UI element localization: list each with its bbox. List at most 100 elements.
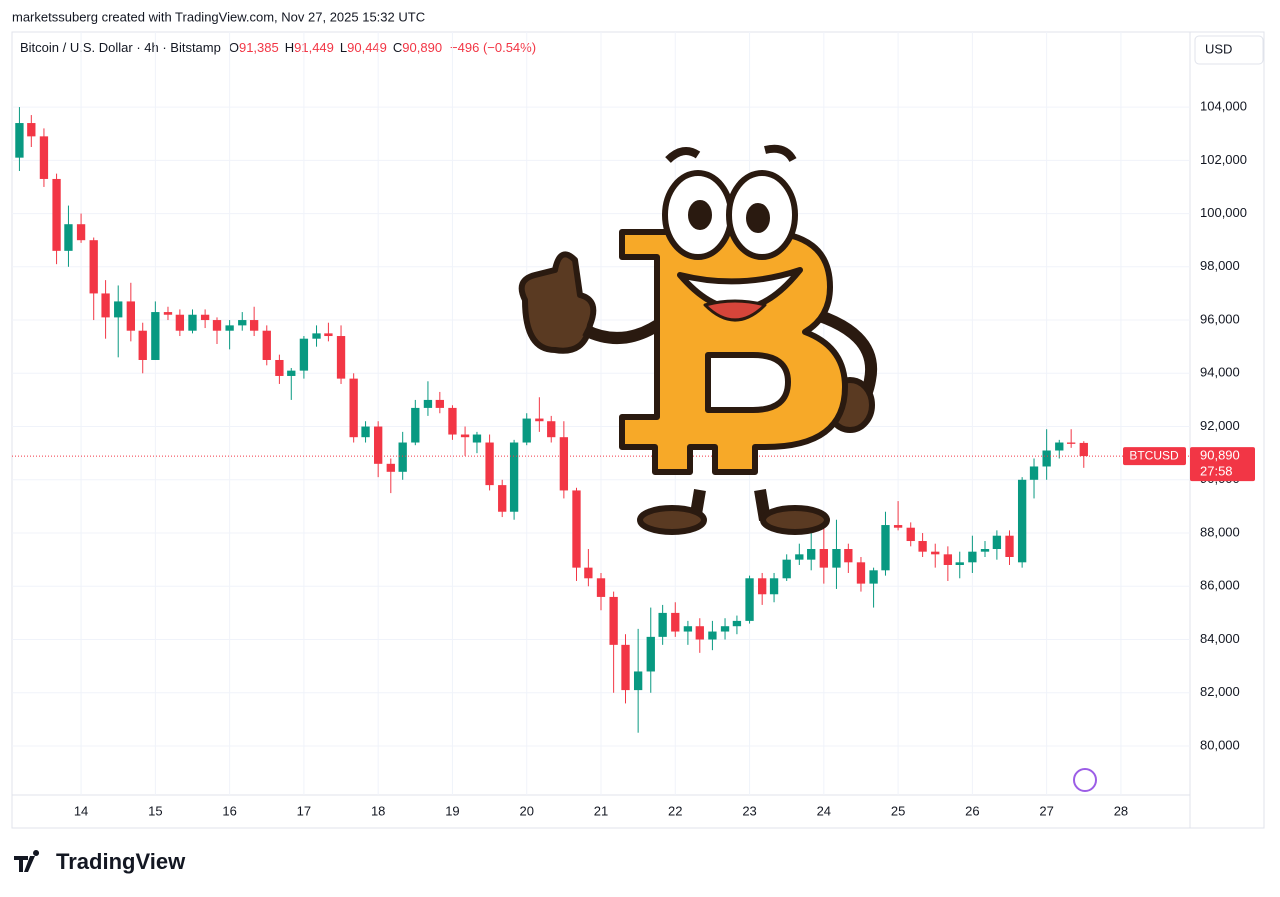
candle-body bbox=[931, 551, 940, 555]
candle-body bbox=[1017, 479, 1027, 563]
candle-body bbox=[819, 549, 828, 568]
thumb-hand bbox=[518, 251, 597, 354]
x-tick-label: 21 bbox=[594, 803, 608, 818]
candle-body bbox=[807, 549, 816, 560]
candle-body bbox=[39, 136, 49, 179]
candle-body bbox=[918, 541, 927, 552]
currency[interactable]: USD bbox=[1205, 41, 1232, 56]
y-tick-label: 94,000 bbox=[1200, 365, 1240, 380]
currency-button[interactable] bbox=[1194, 35, 1264, 65]
candle-body bbox=[188, 314, 197, 331]
candle-body bbox=[411, 407, 420, 443]
y-tick-label: 84,000 bbox=[1200, 631, 1240, 646]
candle-body bbox=[52, 178, 61, 251]
y-tick-label: 104,000 bbox=[1200, 99, 1247, 114]
candle-body bbox=[1042, 450, 1051, 467]
candle-body bbox=[1055, 442, 1064, 451]
open: 91,385 bbox=[239, 40, 279, 55]
right-pupil bbox=[746, 203, 770, 233]
plot: 80,00082,00084,00086,00088,00090,00092,0… bbox=[12, 32, 1255, 818]
price-tag bbox=[1190, 447, 1255, 482]
candle-body bbox=[720, 626, 730, 632]
candle-body bbox=[869, 570, 878, 584]
candle-body bbox=[212, 320, 222, 331]
bitcoin-body bbox=[619, 209, 848, 475]
mascot bbox=[518, 144, 878, 535]
candle-body bbox=[249, 320, 259, 331]
candle-body bbox=[992, 535, 1002, 550]
candle-body bbox=[658, 612, 667, 637]
candle-body bbox=[609, 596, 618, 645]
brand: TradingView bbox=[56, 849, 186, 874]
candle-body bbox=[621, 644, 630, 691]
candle-body bbox=[572, 490, 581, 568]
close: 90,890 bbox=[402, 40, 442, 55]
x-tick-label: 22 bbox=[668, 803, 682, 818]
candle-body bbox=[881, 525, 890, 571]
candle-body bbox=[238, 320, 247, 326]
candle-body bbox=[423, 399, 433, 408]
candle-body bbox=[89, 240, 98, 294]
candle-body bbox=[732, 620, 742, 627]
candle-body bbox=[287, 370, 296, 376]
candle-body bbox=[1079, 442, 1088, 457]
candle-body bbox=[547, 421, 556, 438]
left-pupil bbox=[688, 200, 712, 230]
candle-body bbox=[683, 626, 693, 632]
high: 91,449 bbox=[294, 40, 334, 55]
candle-body bbox=[795, 554, 804, 560]
countdown: 27:58 bbox=[1200, 464, 1233, 479]
candle-body bbox=[175, 314, 185, 331]
candle-body bbox=[695, 626, 704, 640]
candle-body bbox=[398, 442, 407, 472]
y-tick-label: 96,000 bbox=[1200, 311, 1240, 326]
candle-body bbox=[435, 399, 444, 408]
candle-body bbox=[758, 578, 767, 595]
b-hole bbox=[705, 352, 791, 413]
assistant-icon[interactable] bbox=[1073, 768, 1097, 792]
c-label: C bbox=[393, 40, 402, 55]
candle-body bbox=[299, 338, 309, 371]
candle-body bbox=[856, 562, 866, 584]
candle-body bbox=[200, 314, 210, 321]
h-label: H bbox=[285, 40, 294, 55]
change: −496 (−0.54%) bbox=[450, 40, 536, 55]
legend: Bitcoin / U.S. Dollar · 4h · Bitstamp O91… bbox=[20, 40, 536, 55]
chart-frame bbox=[11, 31, 1265, 829]
candle-body bbox=[769, 578, 779, 595]
x-tick-label: 17 bbox=[297, 803, 311, 818]
candle-body bbox=[336, 336, 346, 379]
candle-body bbox=[832, 549, 841, 568]
x-tick-label: 18 bbox=[371, 803, 385, 818]
candle-body bbox=[943, 554, 953, 565]
candle-body bbox=[893, 525, 903, 528]
x-tick-label: 15 bbox=[148, 803, 162, 818]
brand-logo bbox=[14, 850, 40, 872]
candle-body bbox=[64, 224, 73, 251]
candle-body bbox=[448, 407, 457, 435]
candle-body bbox=[76, 224, 86, 241]
x-tick-label: 16 bbox=[222, 803, 236, 818]
x-tick-label: 24 bbox=[817, 803, 831, 818]
candle-body bbox=[671, 612, 680, 632]
x-tick-label: 23 bbox=[742, 803, 756, 818]
low: 90,449 bbox=[347, 40, 387, 55]
x-tick-label: 19 bbox=[445, 803, 459, 818]
candle-body bbox=[262, 330, 271, 360]
y-tick-label: 100,000 bbox=[1200, 205, 1247, 220]
candle-body bbox=[126, 301, 135, 331]
credit: marketssuberg created with TradingView.c… bbox=[12, 9, 425, 24]
candle-body bbox=[138, 330, 147, 360]
tongue bbox=[703, 299, 767, 322]
candle-body bbox=[745, 578, 754, 621]
symbol: Bitcoin / U.S. Dollar · 4h · Bitstamp bbox=[20, 40, 221, 55]
x-tick-label: 27 bbox=[1039, 803, 1053, 818]
right-shoe bbox=[760, 505, 830, 535]
candle-body bbox=[646, 636, 655, 672]
candle-body bbox=[386, 463, 395, 472]
y-tick-label: 80,000 bbox=[1200, 737, 1240, 752]
candle-body bbox=[1067, 442, 1076, 444]
candle-body bbox=[782, 559, 791, 579]
y-tick-label: 82,000 bbox=[1200, 684, 1240, 699]
